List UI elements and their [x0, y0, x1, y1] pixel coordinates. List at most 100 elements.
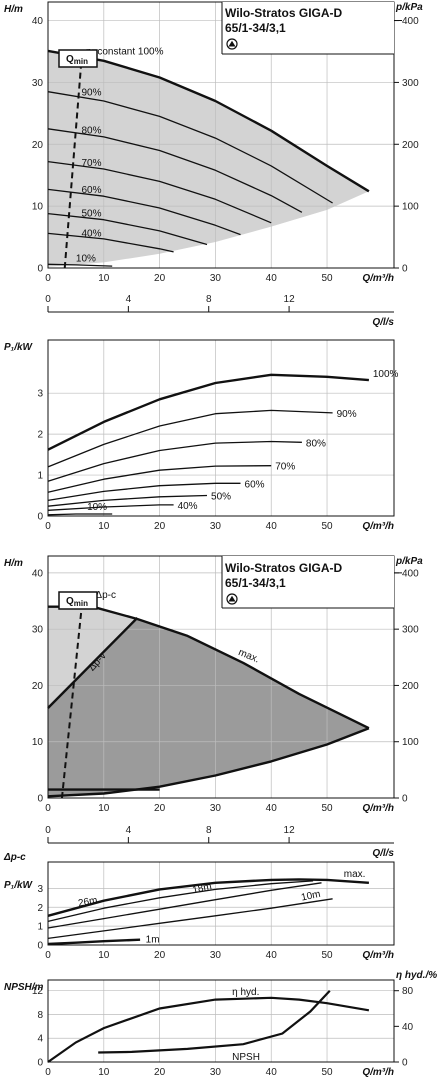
y-tick-label: 12 [32, 986, 44, 997]
y-axis-label-top: Δp-c [3, 852, 26, 863]
power-label-8: 10% [87, 502, 107, 513]
dpc-power-curve-2 [47, 880, 314, 923]
x-tick-label: 0 [45, 1067, 51, 1078]
x-tick-label: 50 [321, 950, 333, 961]
power-curve-5 [47, 482, 241, 502]
y2-tick-label: 200 [402, 140, 419, 151]
dpc-label-18m: 18m [191, 881, 212, 896]
dp-c-region [48, 606, 138, 708]
y2-axis-label: p/kPa [395, 556, 423, 567]
x-axis-label: Q/m³/h [362, 273, 394, 284]
y-axis-label: NPSH/m [4, 982, 44, 993]
qmin-label-3: Qmin [66, 596, 88, 608]
x2-axis-label: Q/l/s [372, 848, 394, 859]
y-tick-label: 20 [32, 140, 44, 151]
power-curve-2 [47, 409, 333, 468]
curve-label-90: 90% [81, 87, 101, 98]
power-label-6: 50% [211, 492, 231, 503]
y-tick-label: 0 [37, 1058, 43, 1069]
x2-tick-label: 0 [45, 825, 51, 836]
y-tick-label: 3 [37, 884, 43, 895]
y-tick-label: 1 [37, 471, 43, 482]
x-tick-label: 20 [154, 273, 166, 284]
curve-label-10: 10% [76, 254, 96, 265]
y-tick-label: 1 [37, 922, 43, 933]
x-tick-label: 10 [98, 521, 110, 532]
curve-label-60: 60% [81, 185, 101, 196]
x2-tick-label: 8 [206, 825, 212, 836]
x2-tick-label: 0 [45, 294, 51, 305]
y2-tick-label: 40 [402, 1022, 414, 1033]
power-curve-1 [47, 373, 369, 451]
curve-label-100: n=constant 100% [86, 46, 164, 57]
x-tick-label: 0 [45, 950, 51, 961]
x-axis-label: Q/m³/h [362, 950, 394, 961]
plot-area-border [47, 979, 395, 1063]
power-label-2: 90% [337, 409, 357, 420]
x-tick-label: 10 [98, 803, 110, 814]
x-tick-label: 10 [98, 273, 110, 284]
power-curve-3 [47, 440, 302, 482]
speed-curve-3 [47, 128, 303, 213]
y2-tick-label: 400 [402, 568, 419, 579]
operating-envelope-area [48, 50, 369, 267]
x-tick-label: 40 [266, 273, 278, 284]
dp-v-region [48, 619, 369, 797]
dpc-power-curve-3 [47, 882, 322, 929]
x-tick-label: 50 [321, 803, 333, 814]
x2-tick-label: 12 [284, 825, 296, 836]
x-tick-label: 0 [45, 273, 51, 284]
power-curve-6 [47, 494, 208, 507]
x-tick-label: 50 [321, 273, 333, 284]
y-tick-label: 2 [37, 903, 43, 914]
rotation-icon-3 [226, 593, 238, 605]
power-label-7: 40% [178, 501, 198, 512]
x-tick-label: 20 [154, 1067, 166, 1078]
x2-axis-label: Q/l/s [372, 317, 394, 328]
power-label-5: 60% [245, 479, 265, 490]
x-tick-label: 40 [266, 521, 278, 532]
y-axis-label: H/m [4, 558, 23, 569]
rotation-icon-1 [226, 38, 238, 50]
speed-curve-8 [47, 263, 113, 267]
power-label-4: 70% [275, 462, 295, 473]
x-tick-label: 30 [210, 521, 222, 532]
y2-tick-label: 300 [402, 625, 419, 636]
x-axis-label: Q/m³/h [362, 1067, 394, 1078]
curve-label-70: 70% [81, 158, 101, 169]
x-tick-label: 0 [45, 521, 51, 532]
speed-curve-4 [47, 160, 272, 224]
x2-tick-label: 4 [126, 294, 132, 305]
power-curve-7 [47, 504, 174, 511]
x-tick-label: 0 [45, 803, 51, 814]
efficiency-label: η hyd. [232, 987, 259, 998]
x-tick-label: 10 [98, 1067, 110, 1078]
curve-label-40: 40% [81, 228, 101, 239]
x-tick-label: 40 [266, 950, 278, 961]
x-tick-label: 40 [266, 1067, 278, 1078]
npsh-label: NPSH [232, 1052, 260, 1063]
y2-tick-label: 80 [402, 986, 414, 997]
curve-label-80: 80% [81, 126, 101, 137]
y-axis-label: H/m [4, 4, 23, 15]
dpc-label-1m: 1m [146, 934, 160, 945]
x-tick-label: 20 [154, 521, 166, 532]
x-tick-label: 20 [154, 950, 166, 961]
speed-curve-7 [47, 232, 174, 253]
x-axis-label: Q/m³/h [362, 803, 394, 814]
y-tick-label: 0 [37, 794, 43, 805]
speed-curve-6 [47, 212, 208, 246]
x-tick-label: 50 [321, 521, 333, 532]
x-tick-label: 30 [210, 950, 222, 961]
x-tick-label: 30 [210, 273, 222, 284]
min-curve [47, 727, 370, 798]
power-label-1: 100% [373, 369, 399, 380]
y2-tick-label: 0 [402, 1058, 408, 1069]
dp-v-line [47, 617, 139, 709]
model-title-3: Wilo-Stratos GIGA-D [225, 561, 343, 575]
qmin-label-1: Qmin [66, 54, 88, 66]
y-tick-label: 4 [37, 1034, 43, 1045]
max-curve [92, 605, 370, 730]
power-curve-8 [47, 513, 113, 516]
